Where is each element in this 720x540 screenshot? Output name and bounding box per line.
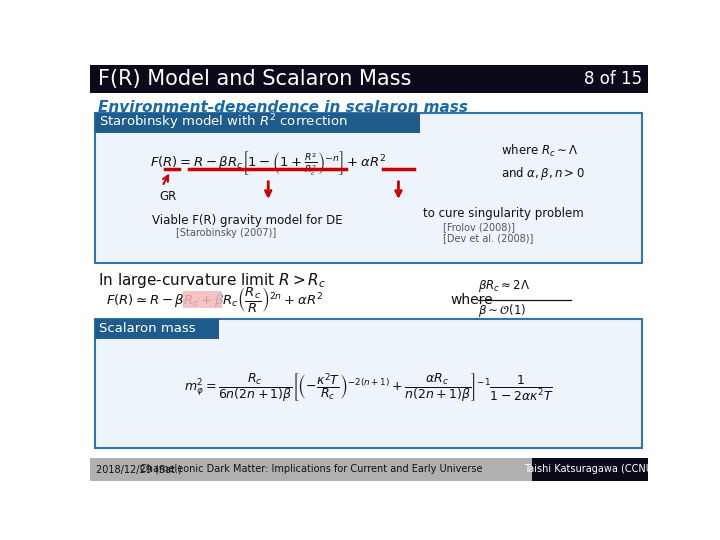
Text: $\beta R_c \approx 2\Lambda$: $\beta R_c \approx 2\Lambda$: [477, 278, 530, 294]
Bar: [183, 291, 222, 308]
Text: and $\alpha, \beta, n > 0$: and $\alpha, \beta, n > 0$: [500, 165, 585, 182]
Text: [Starobinsky (2007)]: [Starobinsky (2007)]: [176, 228, 276, 238]
Text: $m_{\varphi}^2 = \dfrac{R_c}{6n(2n+1)\beta}\left[\left(-\dfrac{\kappa^2 T}{R_c}\: $m_{\varphi}^2 = \dfrac{R_c}{6n(2n+1)\be…: [184, 372, 554, 405]
Text: to cure singularity problem: to cure singularity problem: [423, 207, 584, 220]
Text: [Dev et al. (2008)]: [Dev et al. (2008)]: [443, 233, 533, 242]
Text: Taishi Katsuragawa (CCNU): Taishi Katsuragawa (CCNU): [523, 464, 656, 474]
Text: $F(R) \simeq R - \beta R_c + \beta R_c \left(\dfrac{R_c}{R}\right)^{2n} + \alpha: $F(R) \simeq R - \beta R_c + \beta R_c \…: [106, 285, 323, 314]
Bar: [94, 319, 642, 448]
Bar: [532, 457, 648, 481]
Text: In large-curvature limit $R > R_c$: In large-curvature limit $R > R_c$: [98, 271, 326, 290]
Text: Starobinsky model with $R^2$ correction: Starobinsky model with $R^2$ correction: [99, 113, 347, 132]
Text: Chameleonic Dark Matter: Implications for Current and Early Universe: Chameleonic Dark Matter: Implications fo…: [140, 464, 482, 474]
Text: where $R_c \sim \Lambda$: where $R_c \sim \Lambda$: [500, 143, 578, 159]
Text: [Frolov (2008)]: [Frolov (2008)]: [443, 222, 515, 232]
Text: 8 of 15: 8 of 15: [584, 70, 642, 87]
Text: $\beta \sim \mathcal{O}(1)$: $\beta \sim \mathcal{O}(1)$: [477, 302, 526, 319]
Text: F(R) Model and Scalaron Mass: F(R) Model and Scalaron Mass: [98, 69, 411, 89]
Bar: [94, 112, 420, 132]
Text: $F(R) = R - \beta R_c \left[1 - \left(1 + \frac{R^2}{R_c^2}\right)^{-n}\right] +: $F(R) = R - \beta R_c \left[1 - \left(1 …: [150, 150, 387, 177]
Text: GR: GR: [160, 190, 177, 202]
Bar: [94, 319, 219, 339]
Text: Viable F(R) gravity model for DE: Viable F(R) gravity model for DE: [152, 214, 343, 227]
Text: Environment-dependence in scalaron mass: Environment-dependence in scalaron mass: [98, 100, 468, 115]
Text: 2018/12/29 (Sat.): 2018/12/29 (Sat.): [96, 464, 182, 474]
Text: Scalaron mass: Scalaron mass: [99, 322, 195, 335]
Bar: [94, 112, 642, 264]
Bar: [90, 65, 648, 92]
Text: where: where: [451, 293, 493, 307]
Bar: [90, 457, 532, 481]
